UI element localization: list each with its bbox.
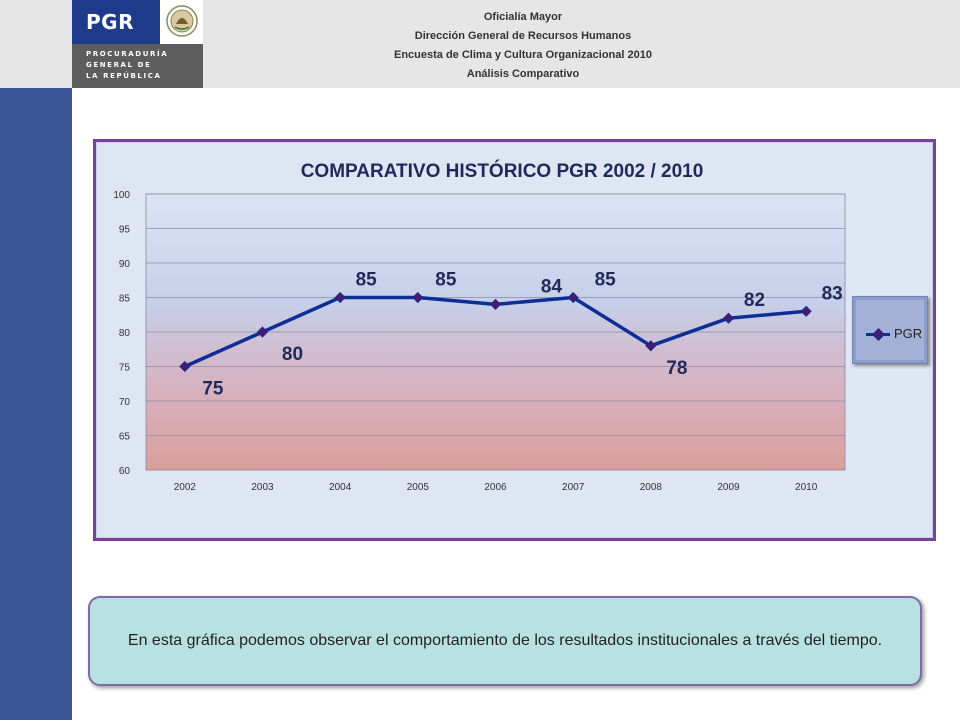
data-point: [256, 326, 269, 338]
x-axis-ticks: 2002 2003 2004 2005 2006 2007 2008 2009 2010: [174, 482, 818, 493]
header-line-survey: Encuesta de Clima y Cultura Organizacion…: [394, 49, 652, 61]
series-pgr: [179, 291, 812, 373]
data-label: 75: [202, 379, 224, 400]
data-point: [489, 298, 502, 310]
header-line-office: Oficialía Mayor: [483, 11, 563, 23]
line-chart: COMPARATIVO HISTÓRICO PGR 2002 / 2010 60…: [113, 160, 846, 493]
logo-subtitle-line: PROCURADURÍA: [86, 50, 169, 58]
x-tick-label: 2006: [484, 482, 507, 493]
x-tick-label: 2002: [174, 482, 197, 493]
x-tick-label: 2003: [251, 482, 274, 493]
explanation-note: En esta gráfica podemos observar el comp…: [88, 596, 922, 686]
header-titles: Oficialía Mayor Dirección General de Rec…: [203, 8, 843, 84]
data-point: [334, 291, 346, 304]
header-line-analysis: Análisis Comparativo: [466, 68, 580, 80]
x-tick-label: 2010: [795, 482, 818, 493]
logo-subtitle-line: LA REPÚBLICA: [86, 72, 162, 80]
legend-panel: PGR: [856, 300, 924, 360]
y-tick-label: 95: [119, 225, 131, 236]
data-point: [179, 360, 191, 373]
legend-diamond-icon: [872, 328, 885, 341]
data-labels: 75 80 85 85 84 85 78 82 83: [202, 270, 842, 400]
data-point: [567, 291, 579, 304]
logo-subtitle-line: GENERAL DE: [86, 61, 152, 69]
chart-title: COMPARATIVO HISTÓRICO PGR 2002 / 2010: [301, 160, 704, 182]
y-tick-label: 70: [119, 397, 131, 408]
header-line-directorate: Dirección General de Recursos Humanos: [414, 30, 632, 42]
x-tick-label: 2004: [329, 482, 352, 493]
data-label: 85: [435, 270, 457, 291]
y-tick-label: 85: [119, 294, 131, 305]
y-tick-label: 90: [119, 259, 131, 270]
legend-label-pgr: PGR: [894, 326, 923, 341]
data-label: 85: [595, 270, 617, 291]
note-text: En esta gráfica podemos observar el comp…: [127, 632, 883, 649]
data-label: 78: [666, 358, 687, 379]
data-point: [800, 305, 812, 317]
data-label: 83: [822, 283, 843, 304]
chart-inner-border: [96, 142, 933, 538]
data-label: 82: [744, 290, 765, 311]
y-tick-label: 100: [113, 190, 130, 201]
pgr-logo: PGR PROCURADURÍA GENERAL DE LA REPÚBLICA: [72, 0, 203, 88]
data-label: 85: [356, 270, 378, 291]
data-point: [645, 340, 657, 352]
logo-text: PGR: [86, 10, 134, 34]
data-point: [412, 291, 424, 304]
y-tick-label: 80: [119, 328, 131, 339]
data-point: [722, 312, 735, 324]
chart-legend: PGR: [852, 296, 928, 364]
x-tick-label: 2009: [717, 482, 740, 493]
y-axis-ticks: 60 65 70 75 80 85 90 95 100: [113, 190, 130, 477]
x-tick-label: 2005: [407, 482, 430, 493]
left-sidebar-bar: [0, 88, 72, 720]
y-tick-label: 75: [119, 363, 131, 374]
chart-frame: COMPARATIVO HISTÓRICO PGR 2002 / 2010 60…: [93, 139, 936, 541]
mexico-seal-icon: [166, 5, 198, 37]
x-tick-label: 2008: [640, 482, 663, 493]
logo-subtitle: PROCURADURÍA GENERAL DE LA REPÚBLICA: [72, 44, 203, 88]
x-tick-label: 2007: [562, 482, 585, 493]
y-tick-label: 65: [119, 432, 131, 443]
data-label: 84: [541, 276, 563, 297]
data-label: 80: [282, 344, 303, 365]
y-tick-label: 60: [119, 466, 131, 477]
